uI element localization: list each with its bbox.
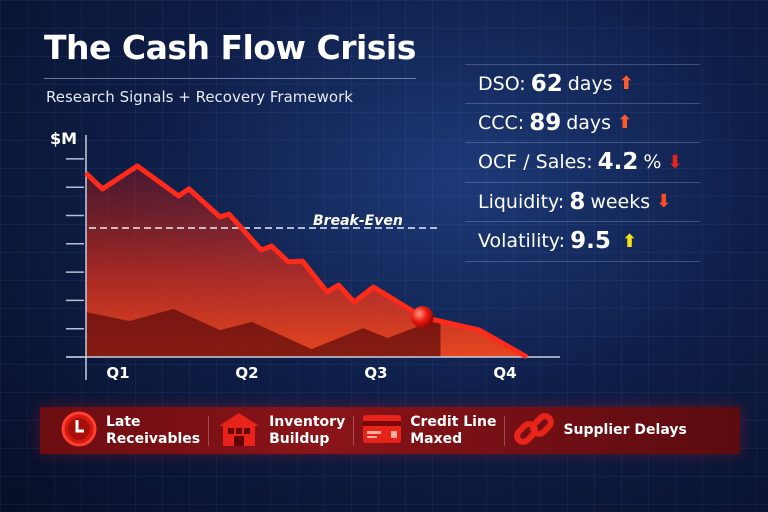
metric-value: 62 <box>530 70 563 97</box>
metric-label: Liquidity: <box>478 190 565 213</box>
metric-label: Volatility: <box>478 230 566 253</box>
metric-row: DSO: 62 days ⬆ <box>465 64 700 104</box>
factor-label-line1: Inventory <box>269 413 346 430</box>
cash-flow-line <box>84 163 529 360</box>
metric-unit: % <box>643 151 662 174</box>
highlight-point <box>411 306 434 329</box>
risk-factors-bar: Late Receivables Inventory Buildup Credit Li… <box>40 407 740 454</box>
factor-item: Inventory Buildup <box>209 407 353 454</box>
factor-label-line1: Late <box>106 413 141 430</box>
metric-value: 89 <box>529 109 562 136</box>
trend-up-icon: ⬆ <box>621 230 637 252</box>
x-tick-label: Q4 <box>493 364 516 382</box>
cash-flow-area <box>85 165 527 357</box>
factor-item: Credit Line Maxed <box>354 407 504 454</box>
trend-down-icon: ⬇ <box>667 151 683 173</box>
metric-row: Volatility: 9.5 ⬆ <box>465 222 700 262</box>
subtitle: Research Signals + Recovery Framework <box>46 88 353 106</box>
factor-item: Supplier Delays <box>505 407 694 454</box>
metric-value: 4.2 <box>597 149 639 176</box>
metric-value: 8 <box>569 188 586 215</box>
chain-link-icon <box>513 409 555 453</box>
clock-icon <box>60 410 98 452</box>
trend-down-icon: ⬇ <box>656 191 672 213</box>
factor-label-line2: Buildup <box>269 430 330 447</box>
page-title: The Cash Flow Crisis <box>44 28 416 67</box>
factor-label-line2: Maxed <box>410 430 463 447</box>
x-tick-label: Q1 <box>106 364 129 382</box>
break-even-label: Break-Even <box>313 213 403 229</box>
factor-label-line1: Supplier Delays <box>563 422 687 438</box>
warehouse-icon <box>217 410 261 452</box>
metric-row: CCC: 89 days ⬆ <box>465 104 700 143</box>
metric-value: 9.5 <box>570 228 611 255</box>
factor-label-line1: Credit Line <box>410 413 497 430</box>
factor-label-line2: Receivables <box>106 430 201 447</box>
metric-unit: days <box>567 72 613 95</box>
trend-up-icon: ⬆ <box>617 112 633 134</box>
metrics-panel: DSO: 62 days ⬆ CCC: 89 days ⬆ OCF / Sales: 4.2% ⬇ L… <box>465 64 700 262</box>
metric-unit: weeks <box>590 190 651 213</box>
trend-up-icon: ⬆ <box>618 73 634 95</box>
x-tick-label: Q2 <box>235 364 258 382</box>
title-divider <box>44 78 416 79</box>
credit-card-icon <box>362 412 402 450</box>
factor-item: Late Receivables <box>40 407 208 454</box>
secondary-area <box>85 308 441 357</box>
metric-label: OCF / Sales: <box>478 151 593 174</box>
metric-label: DSO: <box>478 72 526 95</box>
metric-label: CCC: <box>478 111 525 134</box>
metric-row: OCF / Sales: 4.2% ⬇ <box>465 143 700 183</box>
y-axis-label: $M <box>50 129 77 148</box>
x-tick-label: Q3 <box>364 364 387 382</box>
factor-divider <box>504 415 506 446</box>
factor-divider <box>353 415 355 446</box>
factor-divider <box>208 415 210 446</box>
metric-row: Liquidity: 8 weeks ⬇ <box>465 183 700 222</box>
metric-unit: days <box>566 111 612 134</box>
